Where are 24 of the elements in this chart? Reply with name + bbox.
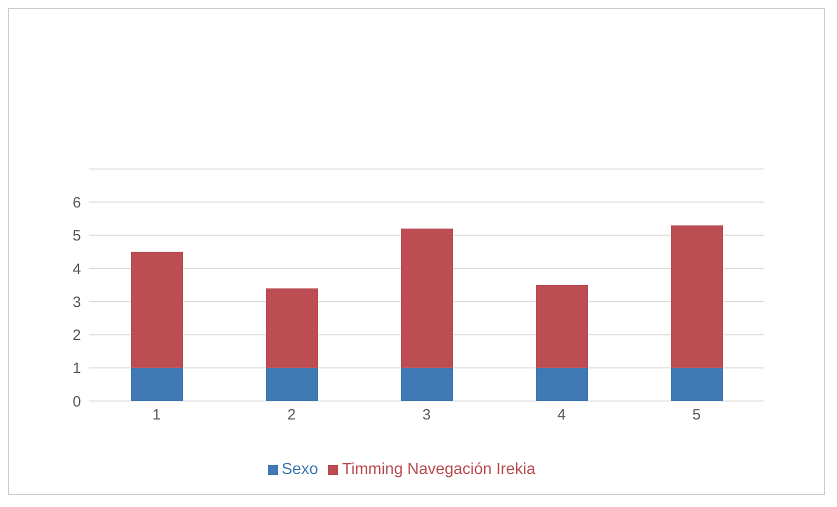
legend-label: Sexo (282, 461, 318, 478)
bar (536, 368, 588, 401)
x-tick-label: 2 (287, 406, 296, 424)
y-tick-label: 5 (72, 228, 81, 245)
x-tick-label: 5 (692, 406, 701, 424)
y-tick-label: 0 (72, 393, 81, 410)
bar (266, 368, 318, 401)
y-tick-label: 4 (72, 260, 81, 278)
x-tick-label: 3 (422, 406, 431, 424)
bar (536, 285, 588, 368)
bar (401, 228, 453, 368)
bar (671, 368, 723, 401)
legend-label: Timming Navegación Irekia (342, 461, 536, 478)
bar (131, 252, 183, 368)
y-tick-label: 1 (72, 360, 81, 378)
bar (401, 368, 453, 401)
x-tick-label: 1 (152, 406, 161, 424)
y-tick-label: 2 (72, 327, 81, 344)
x-tick-label: 4 (557, 406, 566, 424)
bar (671, 225, 723, 368)
y-tick-label: 3 (72, 294, 81, 311)
bar (266, 288, 318, 368)
y-tick-label: 6 (72, 194, 81, 212)
bar (131, 368, 183, 401)
